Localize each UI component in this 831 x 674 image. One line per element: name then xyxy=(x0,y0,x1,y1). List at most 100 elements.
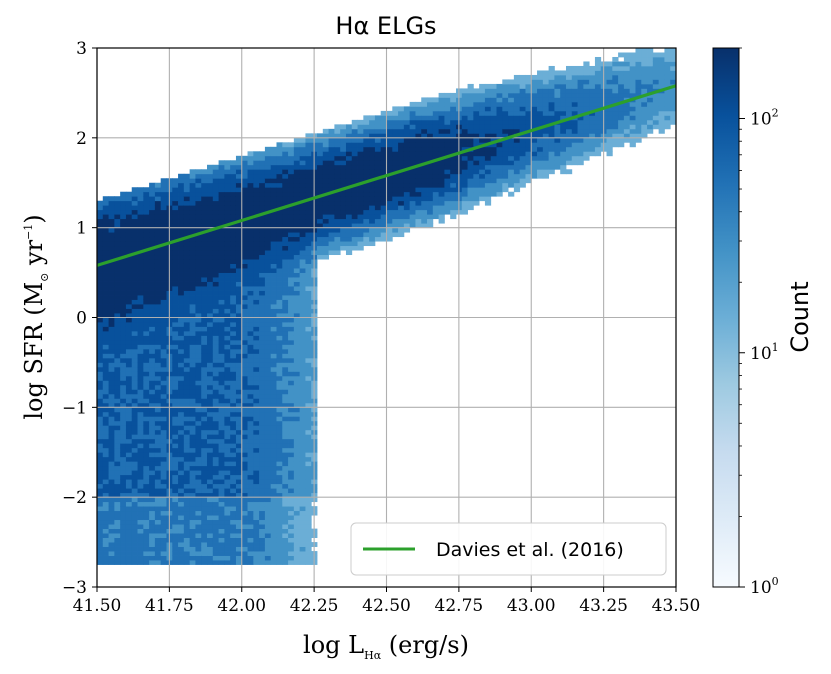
heatmap-cell xyxy=(114,232,121,238)
heatmap-cell xyxy=(224,313,231,318)
heatmap-cell xyxy=(403,137,411,143)
heatmap-cell xyxy=(108,465,115,471)
heatmap-cell xyxy=(276,326,283,332)
heatmap-cell xyxy=(531,92,538,98)
heatmap-cell xyxy=(270,317,277,323)
heatmap-cell xyxy=(542,115,550,121)
heatmap-cell xyxy=(212,393,219,399)
heatmap-cell xyxy=(253,236,260,242)
heatmap-cell xyxy=(282,187,289,193)
heatmap-cell xyxy=(143,384,150,390)
heatmap-cell xyxy=(317,245,324,251)
heatmap-cell xyxy=(299,452,306,458)
heatmap-cell xyxy=(467,119,474,125)
heatmap-cell xyxy=(241,272,248,278)
heatmap-cell xyxy=(259,344,266,350)
heatmap-cell xyxy=(195,241,202,247)
heatmap-cell xyxy=(218,164,225,170)
heatmap-cell xyxy=(276,425,283,431)
heatmap-cell xyxy=(270,169,277,175)
heatmap-cell xyxy=(519,142,526,148)
heatmap-cell xyxy=(392,227,399,233)
heatmap-cell xyxy=(293,277,301,282)
heatmap-cell xyxy=(288,420,295,426)
heatmap-cell xyxy=(149,384,156,390)
heatmap-cell xyxy=(178,263,185,269)
heatmap-cell xyxy=(374,232,382,238)
heatmap-cell xyxy=(647,110,654,116)
heatmap-cell xyxy=(270,393,277,399)
heatmap-cell xyxy=(641,133,648,139)
heatmap-cell xyxy=(293,483,301,489)
heatmap-cell xyxy=(131,205,138,211)
heatmap-cell xyxy=(513,182,521,188)
heatmap-cell xyxy=(212,488,219,494)
heatmap-cell xyxy=(241,254,248,260)
heatmap-cell xyxy=(589,115,596,121)
heatmap-cell xyxy=(259,286,266,291)
heatmap-cell xyxy=(374,223,382,229)
heatmap-cell xyxy=(450,137,457,143)
heatmap-cell xyxy=(305,555,312,561)
heatmap-cell xyxy=(189,326,196,332)
heatmap-cell xyxy=(282,191,289,197)
heatmap-cell xyxy=(247,411,254,417)
heatmap-cell xyxy=(247,375,254,381)
heatmap-cell xyxy=(125,560,133,565)
heatmap-cell xyxy=(114,497,121,503)
heatmap-cell xyxy=(131,344,138,350)
heatmap-cell xyxy=(282,321,289,327)
heatmap-cell xyxy=(288,146,295,152)
heatmap-cell xyxy=(154,380,162,386)
heatmap-cell xyxy=(247,362,254,368)
heatmap-cell xyxy=(664,52,671,58)
heatmap-cell xyxy=(102,479,109,485)
heatmap-cell xyxy=(270,528,277,534)
heatmap-cell xyxy=(195,393,202,399)
heatmap-cell xyxy=(322,160,329,166)
heatmap-cell xyxy=(143,317,150,323)
heatmap-cell xyxy=(282,389,289,395)
heatmap-cell xyxy=(183,295,191,300)
heatmap-cell xyxy=(403,196,411,202)
heatmap-cell xyxy=(259,299,266,305)
heatmap-cell xyxy=(565,142,573,148)
heatmap-cell xyxy=(490,110,497,116)
heatmap-cell xyxy=(108,326,115,332)
heatmap-cell xyxy=(212,425,219,431)
heatmap-cell xyxy=(224,411,231,417)
heatmap-cell xyxy=(224,384,231,390)
heatmap-cell xyxy=(502,119,509,125)
heatmap-cell xyxy=(253,227,260,233)
heatmap-cell xyxy=(276,353,283,359)
heatmap-cell xyxy=(207,245,214,251)
heatmap-cell xyxy=(479,92,486,98)
plot-area: 41.50 41.75 42.00 42.25 42.50 42.75 43.00 43.25… xyxy=(62,39,700,616)
heatmap-cell xyxy=(363,232,370,238)
heatmap-cell xyxy=(247,461,254,467)
heatmap-cell xyxy=(235,497,243,503)
heatmap-cell xyxy=(235,398,243,404)
heatmap-cell xyxy=(293,497,301,503)
heatmap-cell xyxy=(97,317,104,323)
heatmap-cell xyxy=(276,227,283,233)
heatmap-cell xyxy=(172,443,179,449)
heatmap-cell xyxy=(97,420,104,426)
heatmap-cell xyxy=(253,339,260,345)
heatmap-cell xyxy=(264,416,272,422)
heatmap-cell xyxy=(207,380,214,386)
heatmap-cell xyxy=(542,70,550,76)
heatmap-cell xyxy=(201,488,208,494)
heatmap-cell xyxy=(172,533,179,538)
heatmap-cell xyxy=(270,321,277,327)
heatmap-cell xyxy=(178,272,185,278)
heatmap-cell xyxy=(345,196,353,202)
heatmap-cell xyxy=(195,200,202,206)
heatmap-cell xyxy=(305,551,312,556)
heatmap-cell xyxy=(218,205,225,211)
heatmap-cell xyxy=(218,313,225,318)
heatmap-cell xyxy=(143,286,150,291)
heatmap-cell xyxy=(409,110,416,116)
heatmap-cell xyxy=(363,223,370,229)
heatmap-cell xyxy=(189,335,196,341)
